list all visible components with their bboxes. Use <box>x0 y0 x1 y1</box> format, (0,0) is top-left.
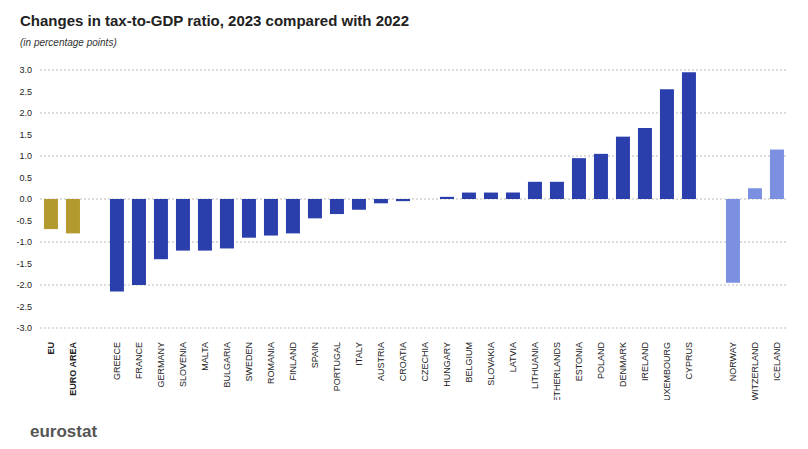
svg-text:-2.0: -2.0 <box>16 280 32 290</box>
svg-text:SPAIN: SPAIN <box>310 342 320 368</box>
svg-text:3.0: 3.0 <box>19 65 32 75</box>
svg-text:-1.0: -1.0 <box>16 237 32 247</box>
svg-text:FRANCE: FRANCE <box>134 342 144 379</box>
svg-text:POLAND: POLAND <box>596 342 606 380</box>
svg-text:HUNGARY: HUNGARY <box>442 342 452 387</box>
svg-text:SLOVENIA: SLOVENIA <box>178 342 188 387</box>
svg-text:LATVIA: LATVIA <box>508 342 518 372</box>
html-text:(in percentage points): (in percentage points) <box>20 37 117 48</box>
svg-text:0.0: 0.0 <box>19 194 32 204</box>
svg-text:0.5: 0.5 <box>19 173 32 183</box>
svg-text:2.5: 2.5 <box>19 87 32 97</box>
svg-text:IRELAND: IRELAND <box>640 342 650 382</box>
svg-text:ICELAND: ICELAND <box>772 342 782 382</box>
svg-text:ESTONIA: ESTONIA <box>574 342 584 381</box>
svg-text:SLOVAKIA: SLOVAKIA <box>486 342 496 386</box>
svg-text:1.0: 1.0 <box>19 151 32 161</box>
svg-text:-2.5: -2.5 <box>16 302 32 312</box>
svg-text:-1.5: -1.5 <box>16 259 32 269</box>
svg-text:SWEDEN: SWEDEN <box>244 342 254 382</box>
svg-text:2.0: 2.0 <box>19 108 32 118</box>
svg-text:FINLAND: FINLAND <box>288 342 298 381</box>
svg-text:MALTA: MALTA <box>200 342 210 371</box>
svg-text:1.5: 1.5 <box>19 130 32 140</box>
svg-text:BULGARIA: BULGARIA <box>222 342 232 388</box>
svg-text:DENMARK: DENMARK <box>618 342 628 387</box>
svg-text:-3.0: -3.0 <box>16 323 32 333</box>
svg-text:NETHERLANDS: NETHERLANDS <box>552 342 562 400</box>
svg-text:CYPRUS: CYPRUS <box>684 342 694 380</box>
svg-text:LITHUANIA: LITHUANIA <box>530 342 540 389</box>
svg-text:AUSTRIA: AUSTRIA <box>376 342 386 381</box>
svg-text:CZECHIA: CZECHIA <box>420 342 430 382</box>
svg-text:EU: EU <box>46 342 56 355</box>
svg-text:GREECE: GREECE <box>112 342 122 380</box>
svg-text:ITALY: ITALY <box>354 342 364 366</box>
svg-text:CROATIA: CROATIA <box>398 342 408 381</box>
svg-text:EURO AREA: EURO AREA <box>68 342 78 396</box>
svg-text:BELGIUM: BELGIUM <box>464 342 474 383</box>
svg-text:-0.5: -0.5 <box>16 216 32 226</box>
html-text:Changes in tax-to-GDP ratio, 2: Changes in tax-to-GDP ratio, 2023 compar… <box>20 12 409 29</box>
svg-text:LUXEMBOURG: LUXEMBOURG <box>662 342 672 400</box>
svg-text:GERMANY: GERMANY <box>156 342 166 388</box>
html-text:eurostat: eurostat <box>30 422 98 441</box>
svg-text:NORWAY: NORWAY <box>728 342 738 381</box>
svg-text:ROMANIA: ROMANIA <box>266 342 276 384</box>
svg-text:PORTUGAL: PORTUGAL <box>332 342 342 391</box>
svg-text:SWITZERLAND: SWITZERLAND <box>750 342 760 400</box>
